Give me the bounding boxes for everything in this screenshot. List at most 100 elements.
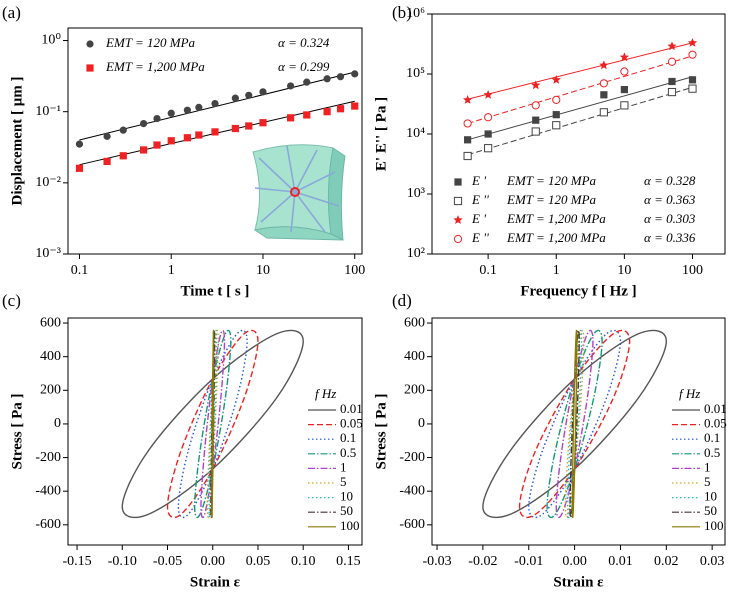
marker (463, 151, 472, 161)
x-tick-label: -0.03 (422, 554, 451, 569)
marker (195, 131, 203, 139)
marker (667, 87, 677, 97)
legend-label: 100 (704, 518, 724, 533)
marker (453, 196, 463, 206)
y-tick-label: 10⁶ (406, 6, 425, 21)
y-tick-label: 10⁰ (41, 33, 61, 48)
plot-frame (67, 27, 363, 255)
legend-label: 0.01 (340, 401, 363, 416)
legend-title: f Hz (679, 386, 700, 401)
legend-alpha: α = 0.328 (644, 173, 696, 188)
inset-cube (252, 144, 346, 241)
marker (75, 140, 84, 148)
y-tick-label: -200 (399, 450, 425, 465)
marker (687, 38, 698, 47)
x-tick-label: 100 (344, 263, 365, 278)
legend-label: 10 (704, 489, 717, 504)
marker (351, 102, 359, 110)
marker (119, 126, 127, 134)
marker (463, 95, 473, 104)
marker (552, 95, 561, 105)
x-tick-label: 1 (168, 263, 175, 278)
marker (286, 114, 295, 122)
marker (286, 82, 295, 90)
x-tick-label: -0.15 (62, 554, 91, 569)
x-tick-label: 100 (682, 263, 703, 278)
marker (336, 105, 345, 113)
marker (600, 91, 608, 99)
marker (231, 124, 239, 133)
x-tick-label: 0.05 (246, 554, 271, 569)
x-tick-label: 0.1 (71, 263, 89, 278)
y-tick-label: -600 (399, 517, 425, 532)
legend-label: 100 (340, 518, 360, 533)
bead (290, 187, 300, 197)
x-tick-label: 0.03 (700, 554, 725, 569)
marker (323, 75, 331, 83)
marker (303, 78, 311, 86)
marker (183, 134, 191, 142)
loop (177, 329, 248, 519)
loop (211, 329, 215, 519)
legend-label: E ' (471, 173, 486, 188)
y-tick-label: -600 (35, 517, 61, 532)
loop (546, 329, 603, 519)
legend-modulus: EMT = 120 MPa (506, 173, 597, 188)
x-axis-label: Time t [ s ] (181, 283, 250, 299)
loop (210, 329, 216, 519)
legend-alpha: α = 0.324 (278, 35, 330, 50)
x-tick-label: 10 (617, 263, 631, 278)
fit-line (467, 76, 693, 141)
panel-label: (b) (392, 3, 412, 22)
fit-line (467, 55, 693, 124)
cube-bottom (253, 226, 344, 241)
marker (139, 120, 148, 128)
marker (231, 94, 239, 102)
loop (569, 329, 580, 519)
marker (453, 215, 463, 224)
x-tick-label: 0.01 (608, 554, 633, 569)
marker (323, 108, 331, 116)
y-tick-label: 10⁻³ (35, 246, 61, 261)
marker (211, 128, 219, 136)
marker (483, 89, 493, 99)
marker (619, 52, 629, 62)
y-tick-label: 10² (407, 246, 425, 261)
x-tick-label: 0.00 (562, 554, 587, 569)
legend-label: 5 (704, 474, 711, 489)
legend-label: 10 (340, 489, 353, 504)
loop (567, 329, 583, 519)
marker (464, 136, 472, 144)
marker (551, 75, 561, 84)
x-tick-label: 0.10 (291, 554, 316, 569)
plot-frame (431, 317, 726, 546)
marker (667, 57, 677, 66)
marker (552, 111, 560, 119)
marker (211, 99, 219, 108)
legend-label: E ' (471, 211, 486, 226)
marker (688, 84, 697, 93)
marker (484, 144, 493, 153)
x-tick-label: 10 (256, 263, 270, 278)
marker (531, 80, 541, 90)
x-tick-label: -0.10 (108, 554, 137, 569)
marker (484, 113, 493, 122)
legend-label: 1 (704, 459, 711, 474)
marker (688, 76, 697, 84)
legend-label: EMT = 120 MPa (105, 35, 196, 50)
legend-alpha: α = 0.299 (278, 59, 330, 74)
marker (688, 50, 697, 59)
loop (208, 329, 218, 519)
x-tick-label: -0.01 (514, 554, 543, 569)
y-axis-label: Displacement [ μm ] (9, 77, 25, 206)
y-tick-label: 10⁴ (406, 126, 425, 141)
marker (453, 234, 463, 244)
legend-alpha: α = 0.336 (644, 230, 696, 245)
legend-label: 1 (340, 459, 347, 474)
legend-label: 50 (340, 503, 353, 518)
marker (153, 141, 161, 149)
x-tick-label: -0.05 (153, 554, 182, 569)
fit-line (467, 86, 693, 156)
x-tick-label: 0.15 (336, 554, 361, 569)
legend-label: 50 (704, 503, 717, 518)
